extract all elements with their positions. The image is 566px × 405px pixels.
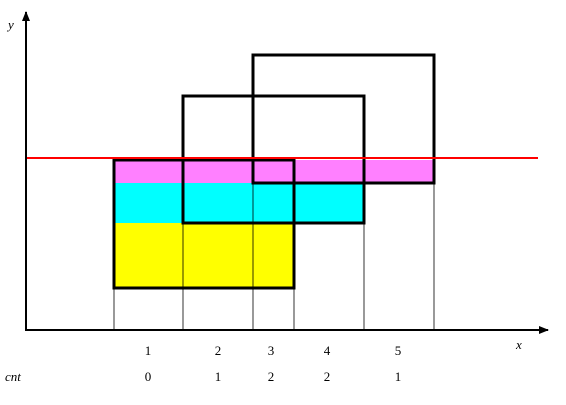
index-label: 1 (145, 343, 152, 358)
index-label: 3 (268, 343, 275, 358)
magenta-region (114, 160, 434, 183)
x-axis-label: x (515, 337, 522, 352)
rectangle-b (181, 94, 366, 225)
cyan-region (114, 183, 364, 223)
yellow-region (114, 223, 294, 288)
index-label: 2 (215, 343, 222, 358)
cnt-value: 1 (395, 369, 402, 384)
rectangle-outlines (112, 53, 436, 290)
index-row: 1 2 3 4 5 (145, 343, 402, 358)
cnt-value: 0 (145, 369, 152, 384)
cnt-row: cnt 0 1 2 2 1 (5, 369, 401, 384)
cnt-row-label: cnt (5, 369, 21, 384)
cnt-value: 2 (324, 369, 331, 384)
index-label: 5 (395, 343, 402, 358)
cnt-value: 1 (215, 369, 222, 384)
rectangle-c (251, 53, 436, 185)
projection-lines (113, 183, 435, 330)
cnt-value: 2 (268, 369, 275, 384)
index-label: 4 (324, 343, 331, 358)
segment-lines (182, 183, 254, 288)
y-axis-label: y (6, 17, 14, 32)
